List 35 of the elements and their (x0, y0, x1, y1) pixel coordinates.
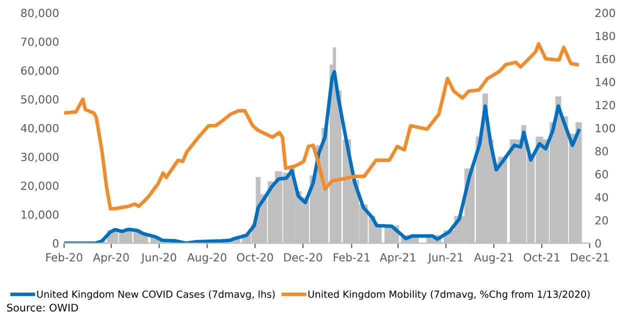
y2-tick-label: 20 (595, 216, 608, 225)
y2-tick-label: 140 (596, 78, 616, 86)
y2-tick-label: 180 (596, 32, 616, 40)
y-tick-label: 70,000 (21, 38, 58, 48)
y-tick-label: 20,000 (21, 182, 58, 192)
y2-tick-label: 80 (595, 147, 608, 156)
x-tick-label: Dec-20 (284, 253, 322, 262)
y2-tick-label: 100 (596, 124, 616, 132)
y-tick-label: 0 (52, 239, 58, 248)
x-tick-label: Feb-20 (46, 252, 82, 262)
y-tick-label: 80,000 (21, 8, 58, 18)
y2-tick-label: 60 (595, 170, 608, 178)
x-tick-label: Oct-21 (524, 253, 560, 262)
x-tick-label: Aug-20 (187, 253, 226, 264)
y-tick-label: 50,000 (21, 95, 58, 105)
y2-tick-label: 40 (595, 193, 608, 202)
x-tick-label: Dec-21 (570, 253, 609, 262)
y-tick-label: 40,000 (20, 124, 58, 134)
x-tick-label: Apr-21 (380, 253, 416, 264)
y2-tick-label: 0 (595, 239, 601, 248)
y-tick-label: 30,000 (21, 152, 58, 162)
x-tick-label: Jun-20 (140, 253, 176, 264)
legend-label: United Kingdom New COVID Cases (7dmavg, lhs) (37, 290, 275, 300)
x-tick-label: Feb-21 (334, 252, 370, 262)
y-tick-label: 10,000 (22, 210, 58, 220)
y2-tick-label: 160 (596, 54, 616, 64)
y2-tick-label: 120 (596, 100, 616, 110)
x-tick-label: Oct-20 (236, 253, 273, 262)
x-tick-label: Apr-20 (92, 253, 129, 264)
source-note: Source: OWID (7, 304, 78, 312)
y2-tick-label: 200 (595, 8, 616, 18)
y-tick-label: 60,000 (21, 66, 58, 76)
x-tick-label: Aug-21 (474, 253, 513, 264)
x-tick-label: Jun-21 (428, 253, 463, 264)
legend-label: United Kingdom Mobility (7dmavg, %Chg from 1/13/2020) (308, 290, 590, 300)
